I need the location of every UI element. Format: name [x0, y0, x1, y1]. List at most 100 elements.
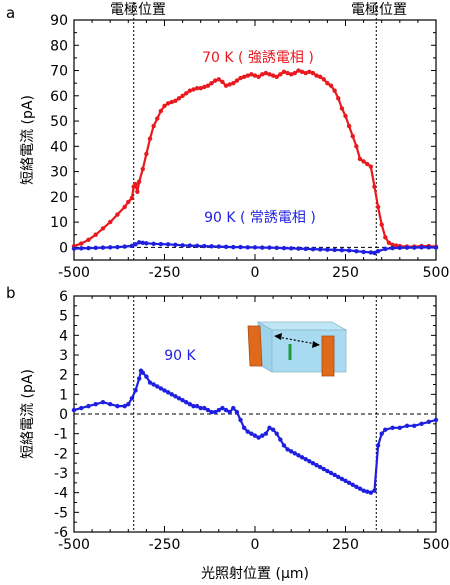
data-point [256, 74, 261, 80]
data-point [158, 241, 164, 247]
data-point [260, 72, 265, 77]
data-point [71, 407, 77, 413]
data-point [169, 392, 174, 397]
panel-a-x-ticks: -500 -250 0 250 500 [58, 20, 449, 281]
data-point [325, 468, 330, 474]
data-point [129, 195, 135, 201]
data-point [223, 244, 229, 250]
data-point [227, 409, 232, 415]
data-point [238, 244, 243, 250]
data-point [368, 250, 374, 255]
data-point [390, 242, 395, 248]
data-point [79, 405, 84, 411]
y-tick-label: 40 [50, 139, 68, 155]
panel-b-ylabel: 短絡電流 (pA) [20, 369, 36, 459]
data-point [325, 247, 330, 252]
y-tick-label: 10 [50, 215, 68, 231]
y-tick-label: 60 [50, 89, 68, 105]
panel-b-series [71, 368, 439, 495]
x-tick-label: 500 [423, 265, 450, 281]
data-point [307, 459, 312, 464]
panel-b-xlabel: 光照射位置 (μm) [201, 566, 309, 582]
data-point [267, 245, 272, 250]
data-point [158, 108, 164, 114]
data-point [281, 443, 287, 448]
y-tick-label: 0 [59, 240, 68, 256]
data-point [241, 425, 247, 430]
y-tick-label: -1 [54, 427, 68, 443]
data-point [238, 417, 243, 423]
data-point [346, 248, 352, 253]
data-point [350, 134, 355, 139]
panel-b-y-ticks: -6 -5 -4 -3 -2 -1 0 1 2 3 4 5 6 [54, 289, 436, 541]
data-point [122, 244, 127, 249]
data-point [147, 380, 153, 385]
data-point [332, 247, 337, 253]
data-point [184, 91, 189, 96]
data-point [289, 246, 294, 251]
data-point [136, 240, 142, 245]
electrode-left-block [247, 325, 263, 367]
data-point [147, 136, 153, 141]
data-point [252, 73, 258, 78]
data-point [238, 75, 243, 81]
data-point [191, 87, 196, 92]
data-point [220, 405, 225, 411]
data-point [209, 244, 214, 249]
data-point [317, 464, 323, 470]
data-point [354, 144, 359, 149]
data-point [136, 376, 142, 381]
data-point [126, 199, 131, 205]
data-point [71, 246, 77, 251]
panel-a-electrode-lines [133, 2, 377, 260]
data-point [354, 484, 359, 489]
data-point [328, 83, 334, 88]
data-point [122, 204, 127, 210]
data-point [357, 156, 363, 162]
data-point [393, 243, 399, 248]
data-point [354, 248, 359, 254]
data-point [227, 82, 232, 87]
data-point [321, 466, 326, 472]
y-tick-label: 30 [50, 165, 68, 181]
data-point [314, 462, 319, 468]
data-point [176, 96, 182, 101]
electrode-label-left: 電極位置 [110, 2, 166, 18]
data-point [303, 457, 308, 462]
y-tick-label: 50 [50, 114, 68, 130]
data-point [93, 245, 98, 251]
data-point [93, 401, 98, 407]
data-point [209, 409, 214, 415]
data-point [343, 113, 348, 119]
data-point [115, 244, 120, 250]
y-tick-label: 90 [50, 13, 68, 29]
data-point [375, 204, 381, 210]
data-point [216, 407, 221, 413]
data-point [234, 409, 240, 415]
arrowhead-right [312, 341, 320, 348]
data-point [151, 241, 156, 247]
data-point [191, 403, 196, 409]
data-point [231, 244, 236, 250]
data-point [93, 232, 98, 237]
y-tick-label: 80 [50, 38, 68, 54]
data-point [133, 388, 138, 393]
data-point [108, 219, 113, 225]
data-point [390, 425, 395, 430]
data-point [274, 74, 279, 80]
data-point [180, 243, 185, 248]
data-point [274, 431, 279, 436]
data-point [209, 80, 214, 86]
data-point [245, 73, 250, 78]
data-point [194, 403, 200, 409]
data-point [361, 159, 366, 164]
data-point [383, 246, 388, 252]
data-point [372, 250, 377, 256]
data-point [270, 427, 276, 432]
data-point [343, 478, 348, 484]
data-point [404, 423, 410, 428]
double-arrow [277, 336, 317, 345]
data-point [169, 99, 174, 105]
panel-a: 0 10 20 30 40 50 60 70 80 90 -500 -250 0 250 500 a 短絡… [6, 2, 449, 281]
x-tick-label: 0 [251, 265, 260, 281]
